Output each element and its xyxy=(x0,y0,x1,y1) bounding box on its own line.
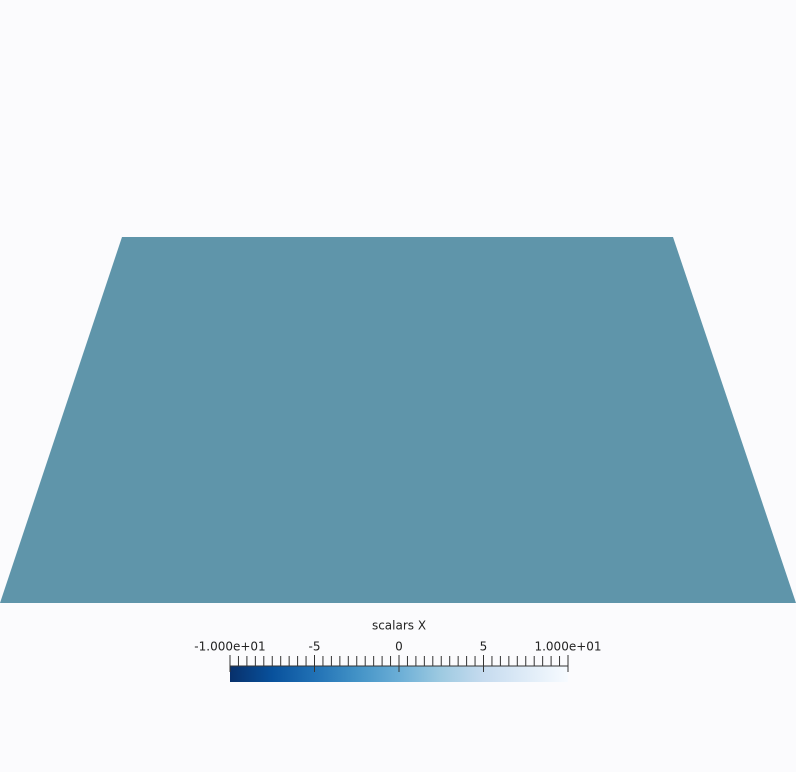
tick-label: -5 xyxy=(309,640,321,654)
surface xyxy=(0,237,796,603)
tick-label: 5 xyxy=(480,640,488,654)
tick-label: 0 xyxy=(395,640,403,654)
tick-label: -1.000e+01 xyxy=(194,640,265,654)
tick-label: 1.000e+01 xyxy=(534,640,601,654)
colorbar-title: scalars X xyxy=(372,619,426,633)
